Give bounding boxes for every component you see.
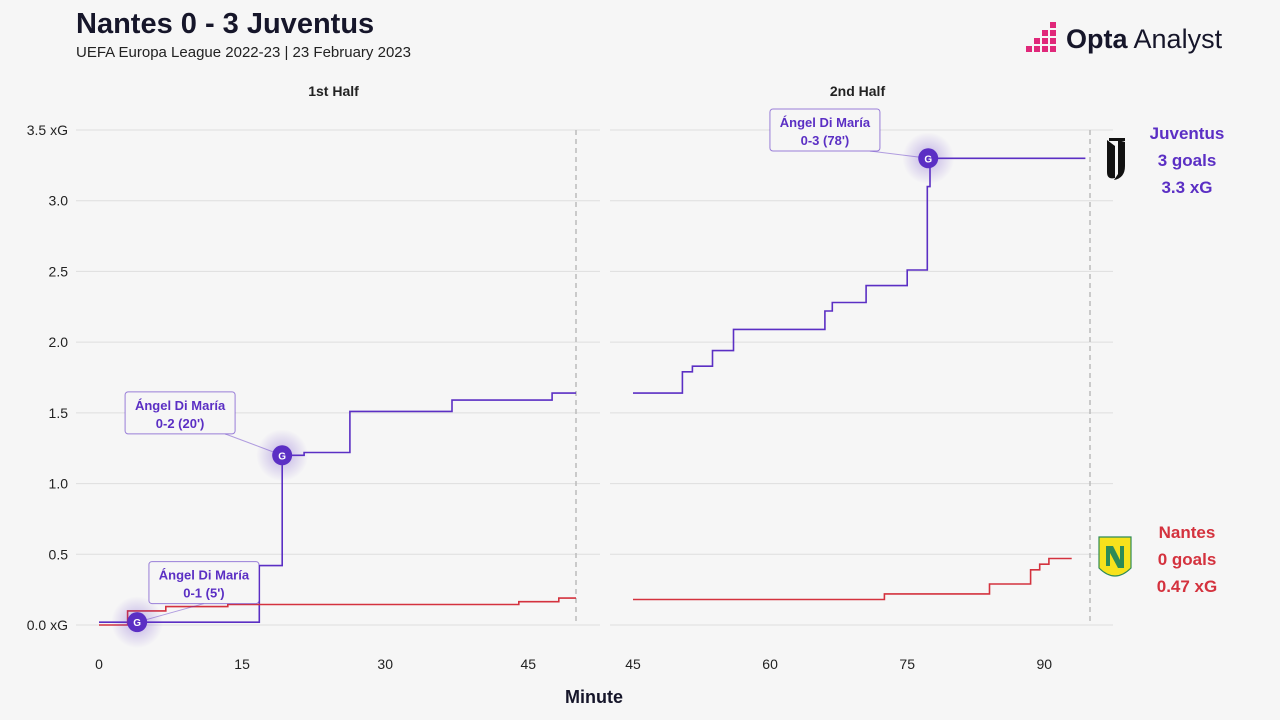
nantes-summary: Nantes 0 goals 0.47 xG	[1127, 519, 1247, 600]
juventus-crest-shape	[1107, 140, 1115, 179]
goal-score: 0-3 (78')	[801, 133, 850, 148]
y-tick-label: 0.0 xG	[27, 617, 68, 633]
nantes-crest-icon	[1098, 536, 1132, 577]
goal-annotation-box	[148, 561, 260, 605]
juventus-crest-icon	[1107, 138, 1125, 180]
x-tick-label: 75	[899, 656, 915, 672]
goal-marker-label: G	[278, 451, 286, 462]
goal-marker	[918, 148, 939, 169]
y-tick-label: 3.0	[49, 193, 69, 209]
x-tick-label: 30	[377, 656, 393, 672]
chart-subtitle: UEFA Europa League 2022-23 | 23 February…	[76, 44, 411, 61]
juventus-xg-line	[633, 157, 1086, 394]
goal-annotation-box	[124, 391, 236, 435]
x-tick-label: 45	[625, 656, 641, 672]
goal-scorer: Ángel Di María	[780, 115, 871, 130]
juventus-crest-shape	[1109, 138, 1125, 141]
y-tick-label: 2.0	[49, 334, 69, 350]
x-axis-label: Minute	[565, 687, 623, 707]
goal-annotation-box	[769, 108, 881, 152]
juventus-xg-line	[99, 392, 576, 624]
y-tick-label: 2.5	[49, 263, 69, 279]
y-tick-label: 0.5	[49, 546, 69, 562]
goal-marker	[127, 612, 148, 633]
goal-scorer: Ángel Di María	[135, 398, 226, 413]
goal-marker	[272, 445, 293, 466]
opta-logo-icon	[1026, 22, 1056, 52]
nantes-xg: 0.47 xG	[1156, 577, 1218, 596]
goal-score: 0-1 (5')	[183, 586, 224, 601]
x-tick-label: 0	[95, 656, 103, 672]
x-tick-label: 90	[1037, 656, 1053, 672]
chart-title: Nantes 0 - 3 Juventus	[76, 8, 375, 40]
nantes-crest-letters	[1106, 546, 1124, 568]
y-tick-label: 1.5	[49, 405, 69, 421]
juventus-crest-shape	[1114, 140, 1125, 180]
juventus-name: Juventus	[1149, 124, 1225, 143]
brand-name: Opta Analyst	[1066, 24, 1223, 54]
opta-analyst-logo: Opta Analyst	[1022, 20, 1222, 60]
goal-score: 0-2 (20')	[156, 416, 205, 431]
nantes-xg-line	[633, 557, 1072, 601]
nantes-goals: 0 goals	[1157, 550, 1217, 569]
goal-marker-label: G	[133, 618, 141, 629]
juventus-goals: 3 goals	[1157, 151, 1217, 170]
x-tick-label: 60	[762, 656, 778, 672]
juventus-summary: Juventus 3 goals 3.3 xG	[1127, 120, 1247, 201]
goal-marker-label: G	[924, 154, 932, 165]
x-tick-label: 15	[234, 656, 250, 672]
goal-scorer: Ángel Di María	[159, 568, 250, 583]
nantes-name: Nantes	[1158, 523, 1216, 542]
panel-title: 2nd Half	[830, 83, 886, 99]
x-tick-label: 45	[521, 656, 537, 672]
panel-title: 1st Half	[308, 83, 359, 99]
y-tick-label: 1.0	[49, 476, 69, 492]
y-tick-label: 3.5 xG	[27, 122, 68, 138]
juventus-xg: 3.3 xG	[1161, 178, 1213, 197]
